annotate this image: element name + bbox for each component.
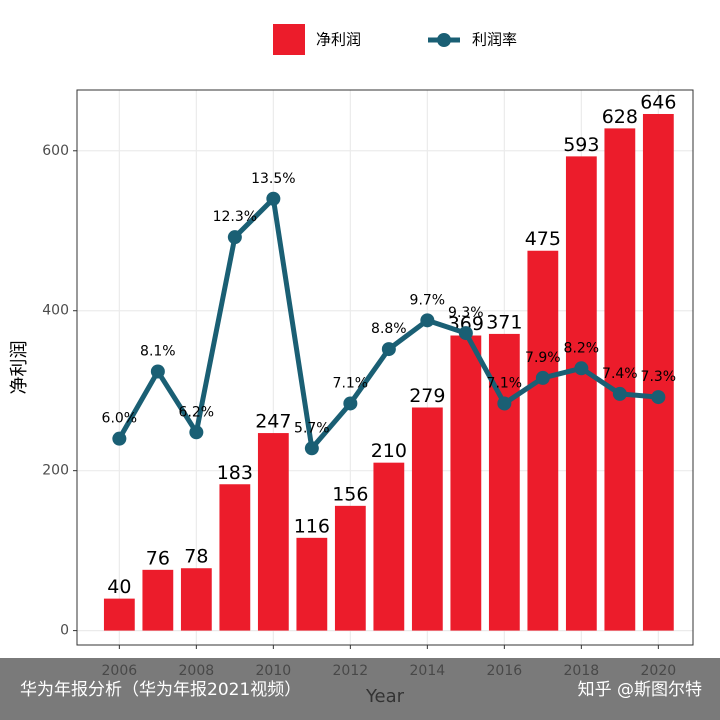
line-point bbox=[497, 396, 512, 411]
bar-label: 76 bbox=[146, 547, 170, 569]
bar bbox=[103, 598, 135, 631]
line-point bbox=[574, 361, 589, 376]
line-label: 8.2% bbox=[564, 340, 600, 356]
y-axis-label: 净利润 bbox=[9, 341, 30, 395]
line-label: 7.9% bbox=[525, 350, 561, 366]
line-label: 8.1% bbox=[140, 343, 176, 359]
bar bbox=[257, 433, 289, 631]
legend-label: 净利润 bbox=[316, 31, 361, 49]
line-label: 8.8% bbox=[371, 321, 407, 337]
line-point bbox=[381, 342, 396, 357]
line-point bbox=[420, 313, 435, 328]
line-label: 5.7% bbox=[294, 420, 330, 436]
line-point bbox=[458, 326, 473, 341]
watermark-bar bbox=[0, 658, 720, 720]
line-label: 7.1% bbox=[333, 375, 369, 391]
bar-label: 116 bbox=[294, 515, 330, 537]
bar-label: 183 bbox=[217, 462, 253, 484]
line-label: 12.3% bbox=[213, 209, 257, 225]
line-point bbox=[304, 441, 319, 456]
bar bbox=[142, 569, 174, 631]
bar-label: 78 bbox=[184, 546, 208, 568]
line-label: 9.3% bbox=[448, 305, 484, 321]
bar-label: 279 bbox=[409, 385, 445, 407]
bar-label: 247 bbox=[255, 411, 291, 433]
watermark-caption: 华为年报分析（华为年报2021视频） bbox=[20, 680, 301, 700]
line-point bbox=[535, 370, 550, 385]
bar bbox=[450, 335, 482, 631]
bar bbox=[642, 113, 674, 631]
bar bbox=[411, 407, 443, 631]
bar bbox=[180, 568, 212, 631]
y-tick-label: 600 bbox=[42, 143, 69, 159]
legend-swatch bbox=[273, 24, 305, 55]
line-point bbox=[612, 386, 627, 401]
bar-label: 475 bbox=[525, 228, 561, 250]
panel-border bbox=[76, 89, 694, 646]
line-label: 13.5% bbox=[251, 171, 295, 187]
legend-label: 利润率 bbox=[472, 31, 517, 49]
bar-label: 593 bbox=[563, 134, 599, 156]
line-label: 7.3% bbox=[641, 369, 677, 385]
bar-label: 40 bbox=[107, 576, 131, 598]
y-tick-label: 0 bbox=[60, 623, 69, 639]
y-tick-label: 400 bbox=[42, 303, 69, 319]
bar-label: 156 bbox=[332, 483, 368, 505]
bar-label: 371 bbox=[486, 311, 522, 333]
line-point bbox=[227, 230, 242, 245]
bar bbox=[219, 484, 251, 631]
bar bbox=[565, 156, 597, 631]
bar-label: 210 bbox=[371, 440, 407, 462]
bar bbox=[373, 462, 405, 631]
watermark-source: 知乎 @斯图尔特 bbox=[578, 680, 702, 700]
bar-label: 646 bbox=[640, 91, 676, 113]
line-label: 7.4% bbox=[602, 366, 638, 382]
bar-label: 628 bbox=[602, 106, 638, 128]
bar bbox=[296, 537, 328, 631]
line-label: 6.0% bbox=[102, 411, 138, 427]
line-point bbox=[266, 191, 281, 206]
line-point bbox=[651, 390, 666, 405]
line-label: 6.2% bbox=[179, 404, 215, 420]
y-tick-label: 200 bbox=[42, 463, 69, 479]
line-label: 7.1% bbox=[487, 375, 523, 391]
line-point bbox=[112, 431, 127, 446]
line-label: 9.7% bbox=[410, 292, 446, 308]
line-point bbox=[343, 396, 358, 411]
line-point bbox=[189, 425, 204, 440]
bar bbox=[334, 505, 366, 631]
line-point bbox=[150, 364, 165, 379]
legend-swatch bbox=[437, 33, 451, 47]
bar bbox=[604, 128, 636, 631]
bar bbox=[527, 250, 559, 631]
